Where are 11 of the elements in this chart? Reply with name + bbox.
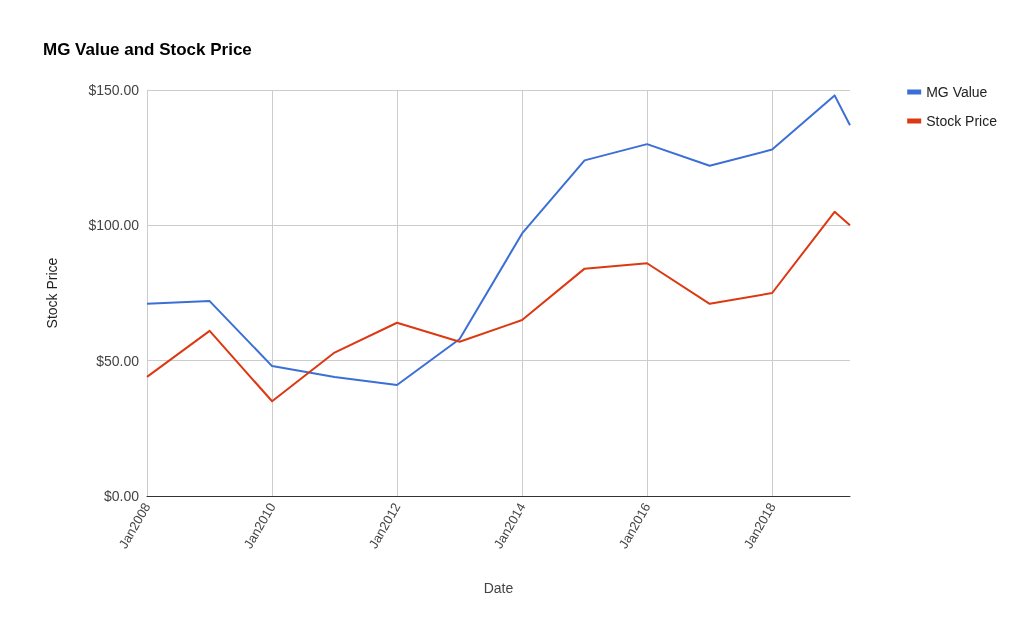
legend-label: MG Value: [926, 84, 988, 100]
y-axis-title: Stock Price: [44, 257, 60, 329]
y-tick-label: $150.00: [88, 82, 140, 98]
y-tick-label: $0.00: [103, 488, 140, 504]
x-axis-title: Date: [483, 580, 514, 596]
line-series: [146, 210, 851, 403]
y-tick-label: $50.00: [96, 352, 140, 369]
line-series: [146, 94, 851, 387]
chart-title: MG Value and Stock Price: [43, 40, 252, 59]
y-tick-label: $100.00: [88, 217, 140, 234]
legend-label: Stock Price: [926, 113, 998, 129]
